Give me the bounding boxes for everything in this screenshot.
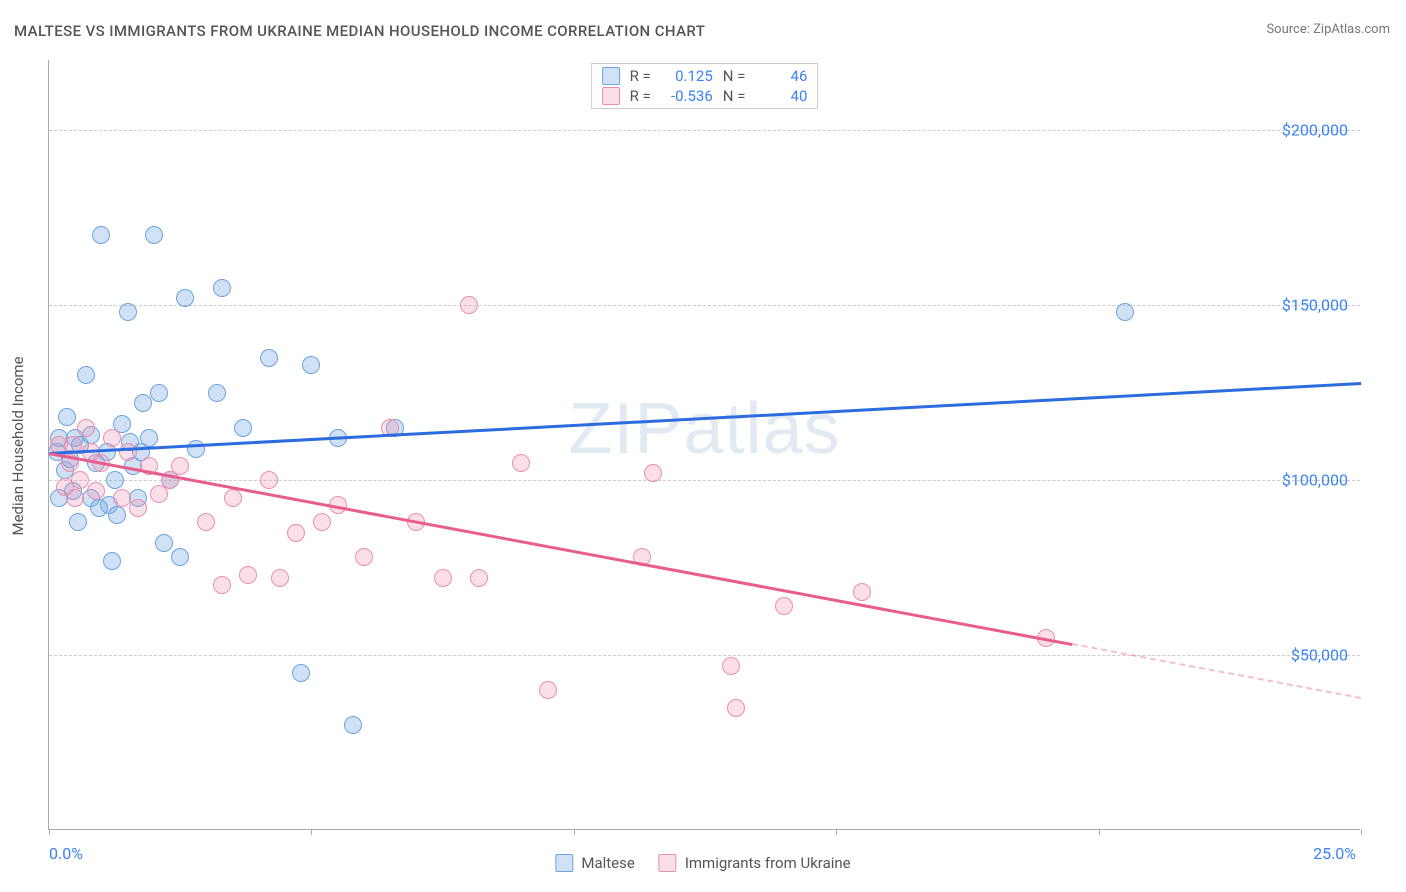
scatter-point [103,552,121,570]
scatter-point [77,419,95,437]
scatter-point [355,548,373,566]
scatter-point [77,366,95,384]
scatter-point [213,576,231,594]
source-label: Source: [1266,22,1309,37]
gridline-h [49,130,1360,131]
scatter-point [302,356,320,374]
legend-label-maltese: Maltese [581,854,634,872]
x-tick-mark [1361,829,1362,835]
scatter-point [234,419,252,437]
scatter-point [224,489,242,507]
scatter-point [260,349,278,367]
swatch-maltese [602,67,620,85]
scatter-point [208,384,226,402]
n-value-ukraine: 40 [755,87,807,105]
x-tick-label: 0.0% [49,844,83,863]
scatter-point [66,489,84,507]
gridline-h [49,480,1360,481]
swatch-maltese [555,854,573,872]
y-tick-label: $200,000 [1282,121,1348,140]
scatter-point [176,289,194,307]
scatter-point [108,506,126,524]
r-value-maltese: 0.125 [661,67,713,85]
y-tick-label: $150,000 [1282,296,1348,315]
scatter-point [853,583,871,601]
source-credit: Source: ZipAtlas.com [1266,22,1390,37]
scatter-point [344,716,362,734]
scatter-point [119,443,137,461]
scatter-point [292,664,310,682]
y-tick-label: $50,000 [1291,646,1348,665]
x-tick-mark [1099,829,1100,835]
scatter-point [103,429,121,447]
scatter-point [213,279,231,297]
r-label: R = [630,87,651,105]
n-label: N = [723,87,746,105]
scatter-point [145,226,163,244]
trend-line [49,452,1073,646]
r-value-ukraine: -0.536 [661,87,713,105]
scatter-point [239,566,257,584]
legend-label-ukraine: Immigrants from Ukraine [685,854,851,872]
scatter-point [71,471,89,489]
scatter-point [171,548,189,566]
plot-area: ZIPatlas R = 0.125 N = 46 R = -0.536 N =… [48,60,1360,830]
scatter-point [155,534,173,552]
scatter-point [58,408,76,426]
x-tick-mark [311,829,312,835]
scatter-point [197,513,215,531]
scatter-point [87,482,105,500]
scatter-point [271,569,289,587]
scatter-point [187,440,205,458]
scatter-point [140,429,158,447]
stats-row-ukraine: R = -0.536 N = 40 [602,86,808,106]
gridline-h [49,655,1360,656]
scatter-point [150,384,168,402]
x-tick-mark [574,829,575,835]
gridline-h [49,305,1360,306]
y-axis-label: Median Household Income [9,356,27,535]
x-tick-mark [836,829,837,835]
scatter-point [470,569,488,587]
scatter-point [727,699,745,717]
scatter-point [171,457,189,475]
chart-container: MALTESE VS IMMIGRANTS FROM UKRAINE MEDIA… [0,0,1406,892]
n-value-maltese: 46 [755,67,807,85]
x-tick-label: 25.0% [1313,844,1356,863]
scatter-point [775,597,793,615]
scatter-point [119,303,137,321]
scatter-point [260,471,278,489]
scatter-point [113,489,131,507]
watermark: ZIPatlas [568,388,840,470]
x-tick-mark [49,829,50,835]
bottom-legend: Maltese Immigrants from Ukraine [555,854,850,872]
r-label: R = [630,67,651,85]
scatter-point [313,513,331,531]
stats-row-maltese: R = 0.125 N = 46 [602,66,808,86]
scatter-point [92,226,110,244]
scatter-point [512,454,530,472]
scatter-point [434,569,452,587]
swatch-ukraine [602,87,620,105]
legend-item-maltese: Maltese [555,854,634,872]
scatter-point [134,394,152,412]
scatter-point [106,471,124,489]
stats-legend: R = 0.125 N = 46 R = -0.536 N = 40 [591,63,819,109]
swatch-ukraine [659,854,677,872]
n-label: N = [723,67,746,85]
legend-item-ukraine: Immigrants from Ukraine [659,854,851,872]
source-name: ZipAtlas.com [1313,22,1390,37]
scatter-point [129,499,147,517]
scatter-point [460,296,478,314]
scatter-point [1116,303,1134,321]
y-tick-label: $100,000 [1282,471,1348,490]
chart-title: MALTESE VS IMMIGRANTS FROM UKRAINE MEDIA… [14,22,705,40]
scatter-point [644,464,662,482]
scatter-point [722,657,740,675]
scatter-point [69,513,87,531]
scatter-point [287,524,305,542]
scatter-point [539,681,557,699]
